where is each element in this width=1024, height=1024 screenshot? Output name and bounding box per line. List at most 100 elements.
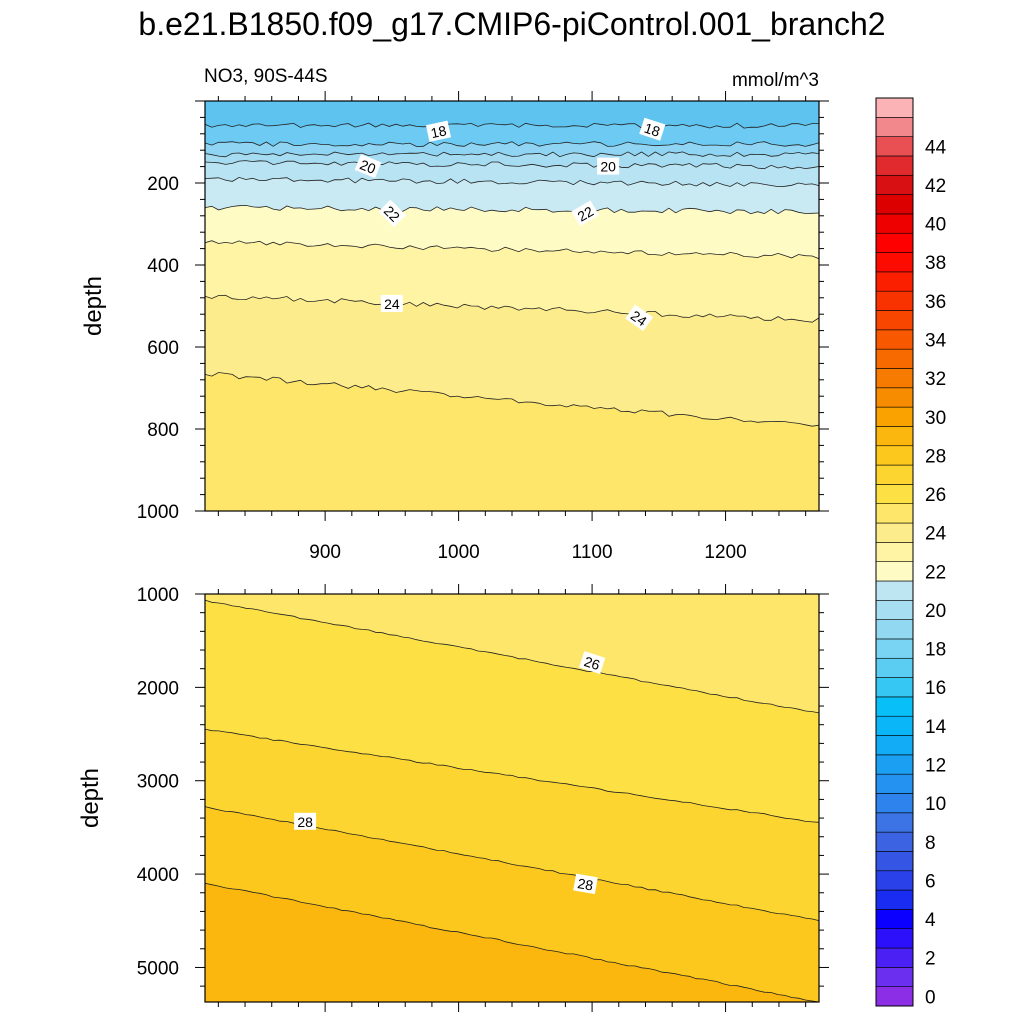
y-tick-label: 3000 — [137, 772, 179, 793]
colorbar-box — [875, 619, 914, 640]
units-label: mmol/m^3 — [731, 70, 819, 91]
colorbar-box — [875, 368, 914, 389]
colorbar-tick-label: 26 — [925, 485, 946, 506]
colorbar-box — [875, 909, 914, 930]
contour-label: 24 — [380, 294, 403, 312]
colorbar-tick-label: 0 — [925, 987, 936, 1008]
colorbar-box — [875, 406, 914, 427]
colorbar: 0246810121416182022242628303234363840424… — [875, 97, 947, 1008]
contour-line-25 — [205, 372, 819, 427]
colorbar-tick-label: 30 — [925, 408, 946, 429]
colorbar-box — [875, 967, 914, 987]
svg-text:26: 26 — [582, 653, 602, 673]
svg-text:28: 28 — [576, 875, 594, 893]
contour-line-22 — [205, 204, 819, 215]
lower-panel: 26 28 28 1000 2000 3000 4000 5000 depth — [77, 584, 829, 1012]
colorbar-tick-label: 2 — [925, 949, 936, 970]
colorbar-tick-label: 38 — [925, 253, 946, 274]
colorbar-box — [875, 117, 914, 137]
svg-text:24: 24 — [384, 296, 400, 312]
colorbar-box — [875, 928, 914, 949]
contour-label: 26 — [579, 651, 606, 675]
colorbar-box — [875, 947, 914, 968]
colorbar-tick-label: 42 — [925, 176, 946, 197]
colorbar-tick-label: 6 — [925, 871, 936, 892]
x-tick-label: 1100 — [572, 542, 613, 563]
colorbar-box — [875, 174, 914, 195]
colorbar-box — [875, 735, 914, 756]
colorbar-box — [875, 638, 914, 659]
svg-text:20: 20 — [358, 156, 379, 177]
contour-line-29 — [205, 882, 819, 1002]
contour-fill-25 — [205, 372, 819, 511]
contour-label: 22 — [571, 200, 599, 227]
upper-panel: 18 18 20 20 22 22 24 24 200 400 600 800 1000 900 1000 1… — [80, 91, 829, 563]
y-axis-title: depth — [77, 768, 104, 828]
colorbar-box — [875, 870, 914, 891]
contour-label: 18 — [425, 120, 452, 142]
colorbar-box — [875, 831, 914, 852]
colorbar-box — [875, 155, 914, 176]
svg-text:18: 18 — [429, 122, 448, 141]
colorbar-tick-label: 40 — [925, 215, 946, 236]
variable-region-label: NO3, 90S-44S — [204, 66, 328, 87]
colorbar-tick-label: 24 — [925, 524, 947, 545]
contour-label: 22 — [378, 199, 407, 228]
colorbar-box — [875, 561, 914, 582]
contour-line-20 — [205, 160, 819, 170]
contour-line-19 — [205, 151, 819, 158]
y-tick-label: 1000 — [137, 585, 179, 606]
colorbar-box — [875, 348, 914, 369]
svg-text:18: 18 — [642, 120, 662, 140]
colorbar-tick-label: 14 — [925, 717, 947, 738]
colorbar-box — [875, 445, 914, 466]
contour-label: 28 — [573, 873, 598, 895]
y-tick-label: 600 — [147, 338, 179, 359]
svg-text:22: 22 — [575, 203, 597, 225]
colorbar-box — [875, 522, 914, 543]
contour-line-21 — [205, 176, 819, 188]
contour-label: 28 — [294, 812, 317, 830]
contour-line-24 — [205, 294, 819, 323]
contour-label: 24 — [625, 304, 653, 332]
colorbar-box — [875, 696, 914, 717]
colorbar-tick-label: 22 — [925, 562, 946, 583]
x-tick-label: 1200 — [704, 542, 746, 563]
colorbar-box — [875, 754, 914, 775]
colorbar-box — [875, 271, 914, 292]
colorbar-tick-label: 4 — [925, 910, 936, 931]
y-axis-title: depth — [80, 276, 107, 336]
y-tick-label: 200 — [147, 174, 179, 195]
colorbar-tick-label: 36 — [925, 292, 946, 313]
contour-line-26 — [205, 599, 819, 714]
y-tick-label: 5000 — [137, 958, 179, 979]
colorbar-box — [875, 310, 914, 331]
colorbar-box — [875, 464, 914, 485]
contour-line-18 — [205, 141, 819, 147]
colorbar-box — [875, 657, 914, 678]
colorbar-tick-label: 34 — [925, 330, 947, 351]
y-tick-label: 2000 — [137, 678, 179, 699]
colorbar-box — [875, 503, 914, 524]
contour-label: 20 — [597, 157, 620, 175]
y-tick-label: 400 — [147, 256, 179, 277]
contour-line-17 — [205, 122, 819, 129]
colorbar-box — [875, 194, 914, 215]
colorbar-tick-label: 12 — [925, 756, 946, 777]
colorbar-frame — [875, 97, 914, 1007]
colorbar-tick-label: 8 — [925, 833, 936, 854]
colorbar-tick-label: 20 — [925, 601, 946, 622]
y-tick-label: 1000 — [137, 502, 179, 523]
colorbar-box — [875, 793, 914, 814]
colorbar-box — [875, 387, 914, 408]
colorbar-tick-label: 44 — [925, 137, 947, 158]
colorbar-box — [875, 136, 914, 157]
colorbar-box — [875, 851, 914, 872]
colorbar-tick-label: 32 — [925, 369, 946, 390]
contour-fill-29 — [205, 883, 819, 1002]
svg-text:28: 28 — [297, 814, 313, 830]
x-tick-label: 900 — [309, 542, 341, 563]
colorbar-box — [875, 97, 914, 118]
chart-title: b.e21.B1850.f09_g17.CMIP6-piControl.001_… — [138, 6, 886, 42]
colorbar-box — [875, 484, 914, 505]
